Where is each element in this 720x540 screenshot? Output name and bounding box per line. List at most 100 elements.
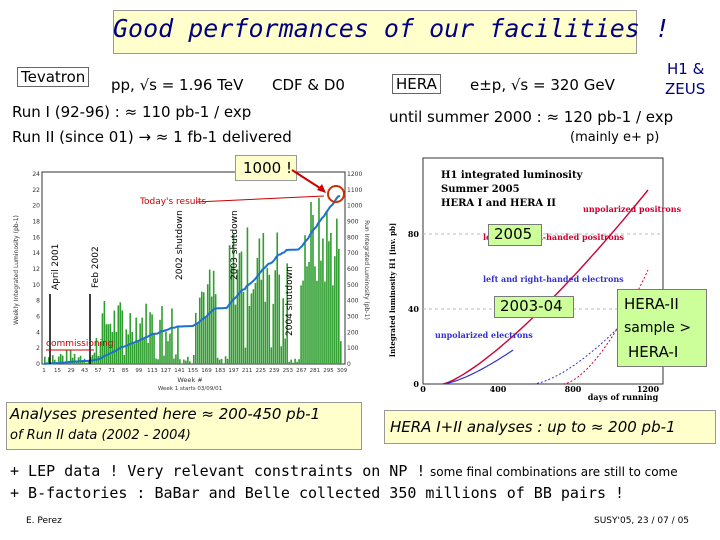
weekly-bar	[222, 363, 225, 364]
legend-unpolarized-electrons: unpolarized electrons	[435, 330, 533, 340]
weekly-bar	[204, 316, 207, 364]
weekly-bar	[304, 235, 306, 364]
weekly-bar	[276, 232, 279, 364]
weekly-bar	[159, 319, 161, 364]
weekly-bar	[296, 361, 298, 364]
hera-electron-curve	[442, 349, 514, 385]
tevatron-run2: Run II (since 01) → ≈ 1 fb-1 delivered	[12, 128, 292, 146]
weekly-bar	[111, 332, 114, 364]
hera-summary-box	[384, 410, 716, 444]
callout-2003-box	[494, 296, 574, 318]
tevatron-ytick-left: 14	[32, 250, 40, 257]
tevatron-ytick-left: 16	[32, 234, 40, 241]
weekly-bar	[143, 338, 145, 364]
hera-plot-frame	[422, 157, 664, 385]
weekly-bar	[298, 359, 300, 364]
tevatron-ytick-right: 500	[347, 282, 359, 289]
weekly-bar	[314, 266, 316, 364]
tevatron-ytick-left: 4	[36, 329, 40, 336]
weekly-bar	[105, 324, 108, 364]
weekly-bar	[274, 270, 277, 364]
tevatron-xtick: 85	[122, 368, 129, 374]
tevatron-xlabel: Week #	[177, 376, 202, 384]
weekly-bar	[183, 359, 185, 364]
weekly-bar	[187, 356, 189, 364]
commissioning-label: commissioning	[46, 339, 114, 349]
hera-xtick: 0	[420, 384, 426, 394]
tevatron-xtick: 225	[255, 368, 266, 374]
tevatron-xtick: 15	[54, 368, 61, 374]
hera-note-3: HERA-I	[628, 343, 679, 361]
hera-line1: until summer 2000 : ≈ 120 pb-1 / exp	[389, 108, 674, 126]
weekly-bar	[173, 358, 175, 364]
tevatron-summary: Analyses presented here ≈ 200-450 pb-1	[10, 405, 321, 423]
weekly-bar	[246, 227, 249, 364]
weekly-bar	[334, 256, 336, 364]
hera-xtick: 400	[490, 384, 507, 394]
tevatron-bars	[44, 197, 342, 364]
weekly-bar	[338, 249, 340, 364]
tevatron-footnote: Week 1 starts 03/09/01	[158, 386, 222, 392]
hera-note-box	[617, 289, 707, 367]
tevatron-xtick: 281	[310, 368, 321, 374]
hera-note-2: sample >	[624, 320, 692, 336]
tevatron-ytick-left: 18	[32, 219, 40, 226]
weekly-bar	[163, 355, 165, 364]
hera-beam: e±p, √s = 320 GeV	[470, 76, 615, 94]
weekly-bar	[248, 306, 251, 364]
weekly-bar	[73, 353, 76, 364]
weekly-bar	[214, 294, 217, 364]
weekly-bar	[65, 349, 68, 364]
hera-ytick: 80	[408, 229, 420, 239]
tevatron-xtick: 71	[108, 368, 115, 374]
weekly-bar	[268, 274, 271, 364]
tevatron-ytick-right: 0	[347, 361, 351, 368]
weekly-bar	[141, 317, 143, 364]
weekly-bar	[224, 356, 227, 364]
hera-line2: (mainly e+ p)	[570, 130, 660, 145]
weekly-bar	[194, 312, 197, 364]
weekly-bar	[270, 347, 273, 364]
weekly-bar	[202, 292, 205, 364]
weekly-bar	[81, 361, 84, 364]
weekly-bar	[193, 355, 195, 364]
weekly-bar	[165, 331, 167, 364]
weekly-bar	[300, 285, 302, 364]
tevatron-ytick-right: 600	[347, 266, 359, 273]
tevatron-xtick: 43	[81, 368, 88, 374]
weekly-bar	[151, 314, 153, 364]
today-marker	[327, 185, 345, 203]
weekly-bar	[161, 306, 163, 364]
tevatron-cumulative-line	[44, 195, 341, 365]
weekly-bar	[189, 361, 191, 364]
tevatron-ytick-right: 400	[347, 298, 359, 305]
weekly-bar	[185, 360, 187, 364]
weekly-bar	[121, 310, 124, 364]
tevatron-xtick: 113	[147, 368, 158, 374]
tevatron-summary-box	[6, 402, 362, 450]
weekly-bar	[123, 355, 126, 364]
weekly-bar	[51, 355, 54, 364]
hera-chart-title3: HERA I and HERA II	[441, 198, 556, 209]
hera-ytick: 0	[413, 379, 419, 389]
weekly-bar	[326, 211, 328, 364]
hera-label: HERA	[392, 74, 441, 94]
weekly-bar	[129, 313, 132, 364]
weekly-bar	[238, 253, 241, 364]
tevatron-ytick-right: 100	[347, 345, 359, 352]
weekly-bar	[260, 279, 263, 364]
tevatron-ytick-right: 200	[347, 329, 359, 336]
shutdown2002-label: 2002 shutdown	[175, 210, 185, 280]
weekly-bar	[318, 197, 320, 364]
weekly-bar	[79, 355, 82, 364]
title-box	[113, 10, 637, 54]
tevatron-xtick: 197	[228, 368, 239, 374]
weekly-bar	[137, 339, 139, 364]
weekly-bar	[85, 362, 88, 364]
weekly-bar	[127, 334, 130, 364]
weekly-bar	[119, 302, 122, 364]
weekly-bar	[320, 260, 322, 364]
hera-xtick: 800	[565, 384, 582, 394]
legend-lr-electrons: left and right-handed electrons	[483, 274, 624, 284]
weekly-bar	[312, 214, 314, 364]
